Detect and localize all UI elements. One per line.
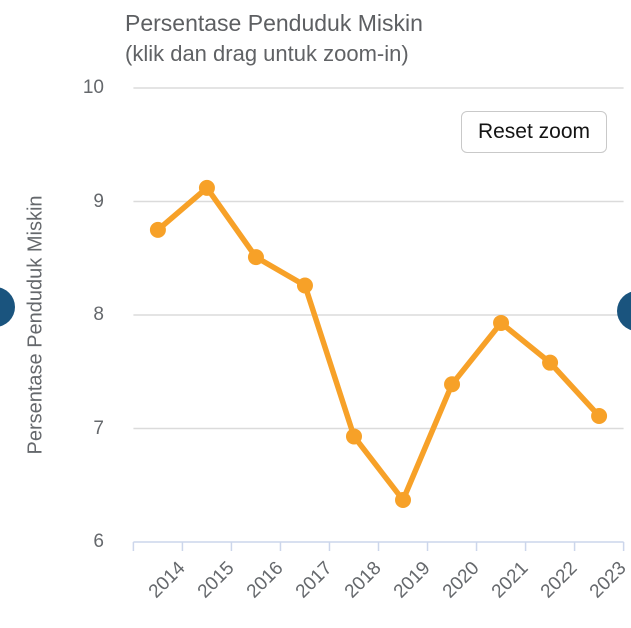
- y-tick-label: 8: [93, 304, 104, 325]
- y-tick-label: 6: [93, 531, 104, 552]
- y-tick-label: 9: [93, 190, 104, 212]
- carousel-next-icon[interactable]: [617, 291, 631, 331]
- chart-subtitle: (klik dan drag untuk zoom-in): [125, 41, 409, 66]
- carousel-prev-icon[interactable]: [0, 287, 15, 327]
- reset-zoom-button[interactable]: Reset zoom: [460, 111, 607, 153]
- chart-header: Persentase Penduduk Miskin (klik dan dra…: [125, 8, 423, 69]
- y-tick-label: 10: [82, 77, 104, 98]
- y-tick-label: 7: [93, 417, 104, 439]
- chart-title: Persentase Penduduk Miskin: [125, 10, 423, 36]
